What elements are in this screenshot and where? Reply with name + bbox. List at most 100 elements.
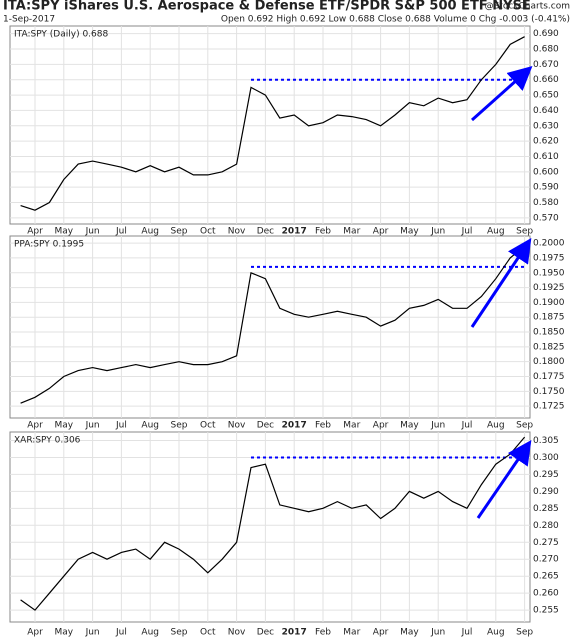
x-tick-label: Oct: [200, 421, 216, 431]
x-tick-label: Aug: [487, 421, 505, 431]
chart-title: ITA:SPY iShares U.S. Aerospace & Defense…: [3, 0, 531, 14]
x-tick-label: Dec: [257, 227, 274, 237]
y-tick-label: 0.305: [533, 436, 559, 446]
x-tick-label: 2017: [282, 628, 307, 638]
y-tick-label: 0.1775: [533, 372, 565, 382]
x-tick-label: Sep: [516, 421, 533, 431]
x-tick-label: Apr: [27, 227, 43, 237]
x-tick-label: Oct: [200, 628, 216, 638]
x-tick-label: May: [400, 421, 419, 431]
x-tick-label: Sep: [171, 421, 188, 431]
x-tick-label: Jul: [461, 227, 473, 237]
y-tick-label: 0.670: [533, 60, 559, 70]
legend-label: PPA:SPY 0.1995: [14, 240, 84, 250]
y-tick-label: 0.295: [533, 470, 559, 480]
x-tick-label: Jul: [115, 227, 127, 237]
arrows: [470, 66, 533, 519]
x-tick-label: Jun: [85, 227, 100, 237]
x-tick-label: May: [400, 227, 419, 237]
x-tick-label: Jul: [115, 628, 127, 638]
plot-area: [9, 25, 531, 225]
x-tick-label: Sep: [171, 227, 188, 237]
x-tick-label: Jun: [430, 628, 445, 638]
x-tick-label: Aug: [141, 421, 159, 431]
y-tick-label: 0.1975: [533, 253, 565, 263]
y-tick-label: 0.1950: [533, 268, 565, 278]
x-tick-label: Aug: [141, 227, 159, 237]
y-tick-label: 0.610: [533, 152, 559, 162]
y-tick-label: 0.300: [533, 453, 559, 463]
info: Open 0.692 High 0.692 Low 0.688 Close 0.…: [221, 15, 570, 25]
x-tick-label: Nov: [228, 628, 246, 638]
x-tick-label: Apr: [373, 227, 389, 237]
y-tick-label: 0.290: [533, 487, 559, 497]
y-tick-label: 0.630: [533, 121, 559, 131]
y-tick-label: 0.275: [533, 538, 559, 548]
x-tick-label: Jun: [85, 628, 100, 638]
y-tick-label: 0.270: [533, 555, 559, 565]
x-tick-label: Dec: [257, 628, 274, 638]
y-tick-label: 0.1850: [533, 328, 565, 338]
y-tick-label: 0.690: [533, 29, 559, 39]
y-tick-label: 0.285: [533, 504, 559, 514]
price-line: [20, 436, 526, 611]
y-tick-label: 0.255: [533, 606, 559, 616]
x-tick-label: Sep: [516, 227, 533, 237]
x-tick-label: Jun: [430, 421, 445, 431]
y-tick-label: 0.260: [533, 589, 559, 599]
x-tick-label: Apr: [373, 421, 389, 431]
date: 1-Sep-2017: [3, 15, 55, 25]
x-tick-label: Aug: [487, 628, 505, 638]
y-tick-label: 0.2000: [533, 239, 565, 249]
y-tick-label: 0.650: [533, 91, 559, 101]
x-tick-label: Oct: [200, 227, 216, 237]
x-tick-label: Feb: [315, 628, 331, 638]
y-tick-label: 0.1725: [533, 402, 565, 412]
x-tick-label: Apr: [373, 628, 389, 638]
x-tick-label: Dec: [257, 421, 274, 431]
x-tick-label: Jun: [85, 421, 100, 431]
x-tick-label: Apr: [27, 628, 43, 638]
x-tick-label: Sep: [171, 628, 188, 638]
y-tick-label: 0.580: [533, 198, 559, 208]
x-tick-label: Sep: [516, 628, 533, 638]
y-tick-label: 0.265: [533, 572, 559, 582]
x-tick-label: May: [54, 628, 73, 638]
x-tick-label: 2017: [282, 227, 307, 237]
x-tick-label: Jul: [461, 421, 473, 431]
x-tick-label: May: [54, 421, 73, 431]
x-tick-label: May: [54, 227, 73, 237]
y-tick-label: 0.1925: [533, 283, 565, 293]
x-tick-label: Jul: [461, 628, 473, 638]
x-tick-label: Mar: [343, 628, 360, 638]
x-tick-label: Aug: [487, 227, 505, 237]
y-tick-label: 0.1800: [533, 357, 565, 367]
y-tick-label: 0.620: [533, 137, 559, 147]
x-tick-label: Jun: [430, 227, 445, 237]
x-tick-label: Apr: [27, 421, 43, 431]
x-tick-label: Mar: [343, 227, 360, 237]
y-tick-label: 0.590: [533, 183, 559, 193]
y-tick-label: 0.640: [533, 106, 559, 116]
y-tick-label: 0.600: [533, 167, 559, 177]
x-tick-label: Jul: [115, 421, 127, 431]
y-tick-label: 0.680: [533, 45, 559, 55]
x-tick-label: May: [400, 628, 419, 638]
price-line: [20, 245, 525, 404]
y-tick-label: 0.660: [533, 75, 559, 85]
x-tick-label: Mar: [343, 421, 360, 431]
legend-label: XAR:SPY 0.306: [14, 436, 81, 446]
legend-label: ITA:SPY (Daily) 0.688: [14, 30, 108, 40]
plot-area: [9, 431, 531, 623]
x-tick-label: Feb: [315, 227, 331, 237]
source: @StockCharts.com: [485, 2, 570, 12]
y-tick-label: 0.570: [533, 213, 559, 223]
x-tick-label: 2017: [282, 421, 307, 431]
y-tick-label: 0.1750: [533, 387, 565, 397]
y-tick-label: 0.1900: [533, 298, 565, 308]
y-tick-label: 0.1825: [533, 342, 565, 352]
price-line: [20, 36, 525, 211]
x-tick-label: Aug: [141, 628, 159, 638]
y-tick-label: 0.280: [533, 521, 559, 531]
